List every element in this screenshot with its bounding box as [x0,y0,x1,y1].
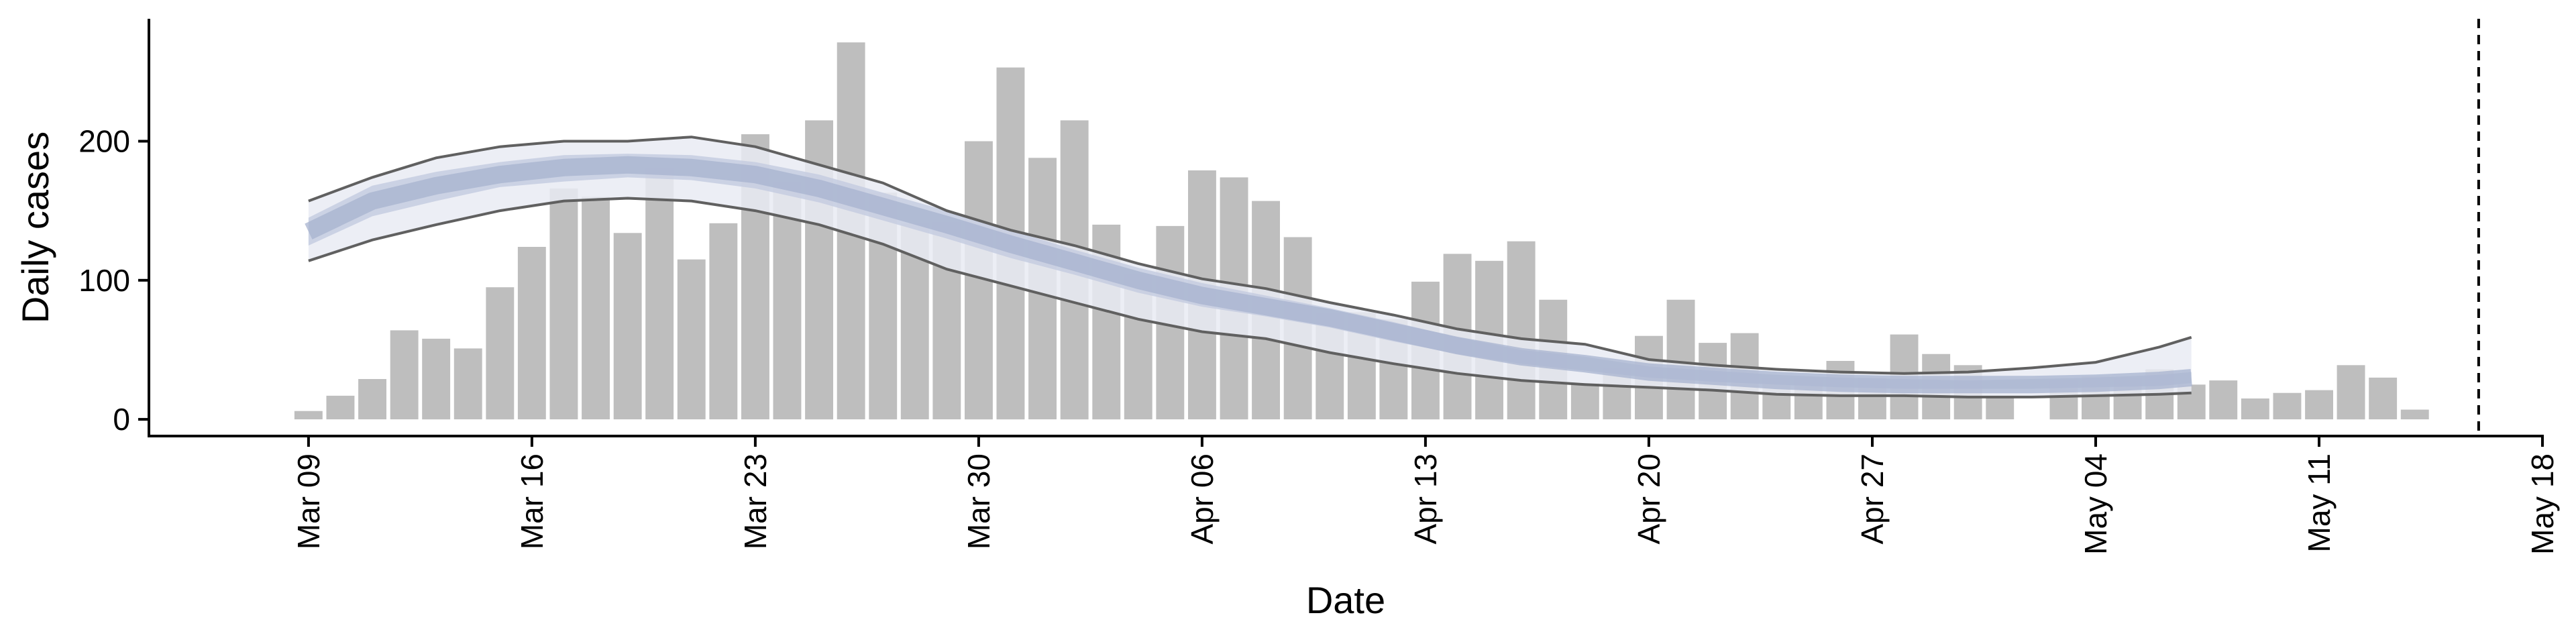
bar-2020-03-16 [517,247,546,420]
bar-2020-05-01 [1986,395,2015,420]
bar-2020-05-08 [2209,380,2238,420]
axes-layer [148,19,2544,437]
bar-2020-05-11 [2305,390,2333,420]
x-tick-label-2020-03-16: Mar 16 [515,453,549,549]
x-tick-label-2020-04-13: Apr 13 [1408,453,1443,545]
x-ticks: Mar 09 Mar 16 Mar 23 Mar 30 Apr 06 Apr 13 Apr … [291,436,2560,555]
bar-2020-03-19 [613,233,642,420]
bar-2020-05-09 [2241,398,2269,420]
nowcast-lower-line [308,197,2192,398]
bar-2020-03-10 [326,395,355,420]
x-axis-title: Date [1306,579,1385,621]
y-tick-label-200: 200 [78,124,130,159]
x-tick-label-2020-03-23: Mar 23 [738,453,773,549]
y-tick-label-0: 0 [113,402,130,437]
x-tick-label-2020-04-06: Apr 06 [1185,453,1220,545]
bar-2020-04-21 [1666,299,1695,420]
bar-2020-04-16 [1507,241,1536,420]
nowcast-90-band [308,137,2192,397]
bar-2020-03-22 [709,223,738,420]
bar-2020-03-14 [453,348,482,420]
x-tick-label-2020-03-09: Mar 09 [291,453,326,549]
bar-2020-04-18 [1570,383,1599,420]
nowcast-median-line [305,156,2192,394]
bar-2020-03-12 [390,330,419,420]
bar-2020-03-17 [549,188,578,420]
bar-2020-03-11 [358,379,386,420]
y-ticks: 0 100 200 [78,124,149,437]
bar-2020-03-15 [486,287,515,420]
bar-2020-05-13 [2369,377,2398,420]
bar-2020-05-10 [2273,392,2302,420]
nowcast-upper-line [308,136,2192,375]
x-tick-label-2020-04-20: Apr 20 [1631,453,1666,545]
bar-2020-03-24 [773,181,802,420]
x-tick-label-2020-05-11: May 11 [2302,453,2337,552]
bar-2020-03-20 [645,167,674,420]
bar-2020-03-09 [294,411,323,420]
bar-2020-03-18 [582,197,610,420]
x-tick-label-2020-05-04: May 04 [2078,453,2113,555]
y-axis-title: Daily cases [14,131,56,323]
nowcast-band-layer [305,136,2192,398]
bar-2020-03-13 [422,338,451,420]
y-tick-label-100: 100 [78,263,130,298]
x-tick-label-2020-03-30: Mar 30 [961,453,996,549]
bar-2020-03-21 [677,259,706,420]
bar-2020-05-12 [2337,365,2365,420]
bar-2020-05-14 [2400,409,2429,420]
x-tick-label-2020-05-18: May 18 [2525,453,2560,555]
x-tick-label-2020-04-27: Apr 27 [1855,453,1890,545]
